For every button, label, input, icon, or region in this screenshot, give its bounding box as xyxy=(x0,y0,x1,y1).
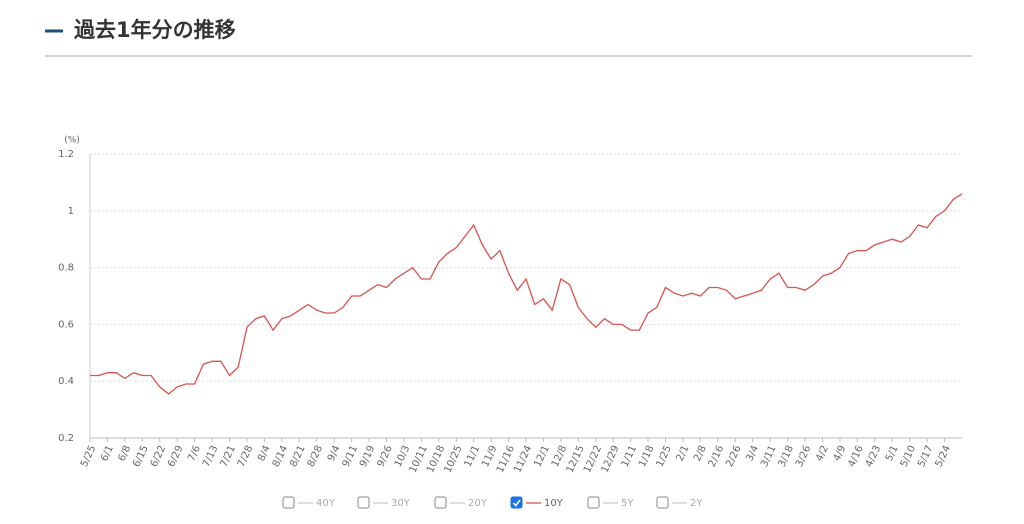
x-tick-label: 9/19 xyxy=(358,444,377,469)
x-tick-label: 5/1 xyxy=(884,444,901,463)
y-tick-label: 0.4 xyxy=(58,376,74,387)
x-tick-label: 4/16 xyxy=(846,444,865,469)
legend-checkbox[interactable] xyxy=(587,496,600,509)
x-tick-label: 7/13 xyxy=(201,444,220,469)
legend-item[interactable]: 2Y xyxy=(656,496,703,509)
x-tick-label: 2/16 xyxy=(707,444,726,469)
legend-item[interactable]: 5Y xyxy=(587,496,634,509)
legend-item[interactable]: 10Y xyxy=(510,496,564,509)
x-tick-label: 9/11 xyxy=(341,444,360,469)
legend-checkbox[interactable] xyxy=(434,496,447,509)
x-tick-label: 6/15 xyxy=(131,444,150,469)
x-tick-label: 4/9 xyxy=(832,444,849,463)
legend-label: 5Y xyxy=(621,498,634,509)
x-tick-label: 5/17 xyxy=(916,444,935,469)
x-tick-label: 8/14 xyxy=(271,444,290,469)
x-tick-label: 3/18 xyxy=(777,444,796,469)
legend-checkbox[interactable] xyxy=(357,496,370,509)
y-tick-label: 0.2 xyxy=(58,433,74,444)
x-tick-label: 6/22 xyxy=(149,444,168,469)
legend-label: 10Y xyxy=(544,498,564,509)
x-tick-label: 6/1 xyxy=(99,444,116,463)
x-tick-label: 9/4 xyxy=(326,444,343,463)
x-tick-label: 7/6 xyxy=(186,444,203,463)
x-tick-label: 5/25 xyxy=(79,444,98,469)
x-tick-label: 8/4 xyxy=(256,444,273,463)
x-tick-label: 4/23 xyxy=(864,444,883,469)
legend-checkbox[interactable] xyxy=(282,496,295,509)
legend-label: 2Y xyxy=(690,498,703,509)
legend-checkbox[interactable] xyxy=(656,496,669,509)
legend-item[interactable]: 40Y xyxy=(282,496,336,509)
x-tick-label: 7/28 xyxy=(236,444,255,469)
x-tick-label: 12/1 xyxy=(532,444,551,469)
check-mark xyxy=(512,499,521,507)
x-tick-label: 3/11 xyxy=(759,444,778,469)
legend-item[interactable]: 20Y xyxy=(434,496,488,509)
x-tick-label: 1/11 xyxy=(620,444,639,469)
x-tick-label: 6/8 xyxy=(117,444,134,463)
legend-checkbox[interactable] xyxy=(510,496,523,509)
x-tick-label: 2/26 xyxy=(724,444,743,469)
x-tick-label: 9/26 xyxy=(375,444,394,469)
legend-label: 40Y xyxy=(316,498,336,509)
legend-item[interactable]: 30Y xyxy=(357,496,411,509)
y-tick-label: 0.8 xyxy=(58,263,74,274)
x-tick-label: 8/28 xyxy=(306,444,325,469)
legend-label: 20Y xyxy=(468,498,488,509)
chart-title: 過去1年分の推移 xyxy=(74,18,236,42)
series-line xyxy=(90,193,963,395)
x-tick-label: 2/8 xyxy=(692,444,709,463)
x-tick-label: 1/25 xyxy=(654,444,673,469)
x-tick-label: 7/21 xyxy=(218,444,237,469)
y-tick-label: 1 xyxy=(68,206,74,217)
x-tick-label: 2/1 xyxy=(675,444,692,463)
x-tick-label: 11/1 xyxy=(463,444,482,469)
y-tick-label: 1.2 xyxy=(58,149,74,160)
y-tick-label: 0.6 xyxy=(58,319,74,330)
x-tick-label: 3/4 xyxy=(744,444,761,463)
legend-label: 30Y xyxy=(391,498,411,509)
x-tick-label: 8/21 xyxy=(288,444,307,469)
x-tick-label: 5/10 xyxy=(899,444,918,469)
y-unit: (%) xyxy=(64,136,80,146)
x-tick-label: 1/18 xyxy=(637,444,656,469)
x-tick-label: 5/24 xyxy=(934,444,953,469)
x-tick-label: 3/26 xyxy=(794,444,813,469)
x-tick-label: 6/29 xyxy=(166,444,185,469)
x-tick-label: 4/2 xyxy=(814,444,831,463)
